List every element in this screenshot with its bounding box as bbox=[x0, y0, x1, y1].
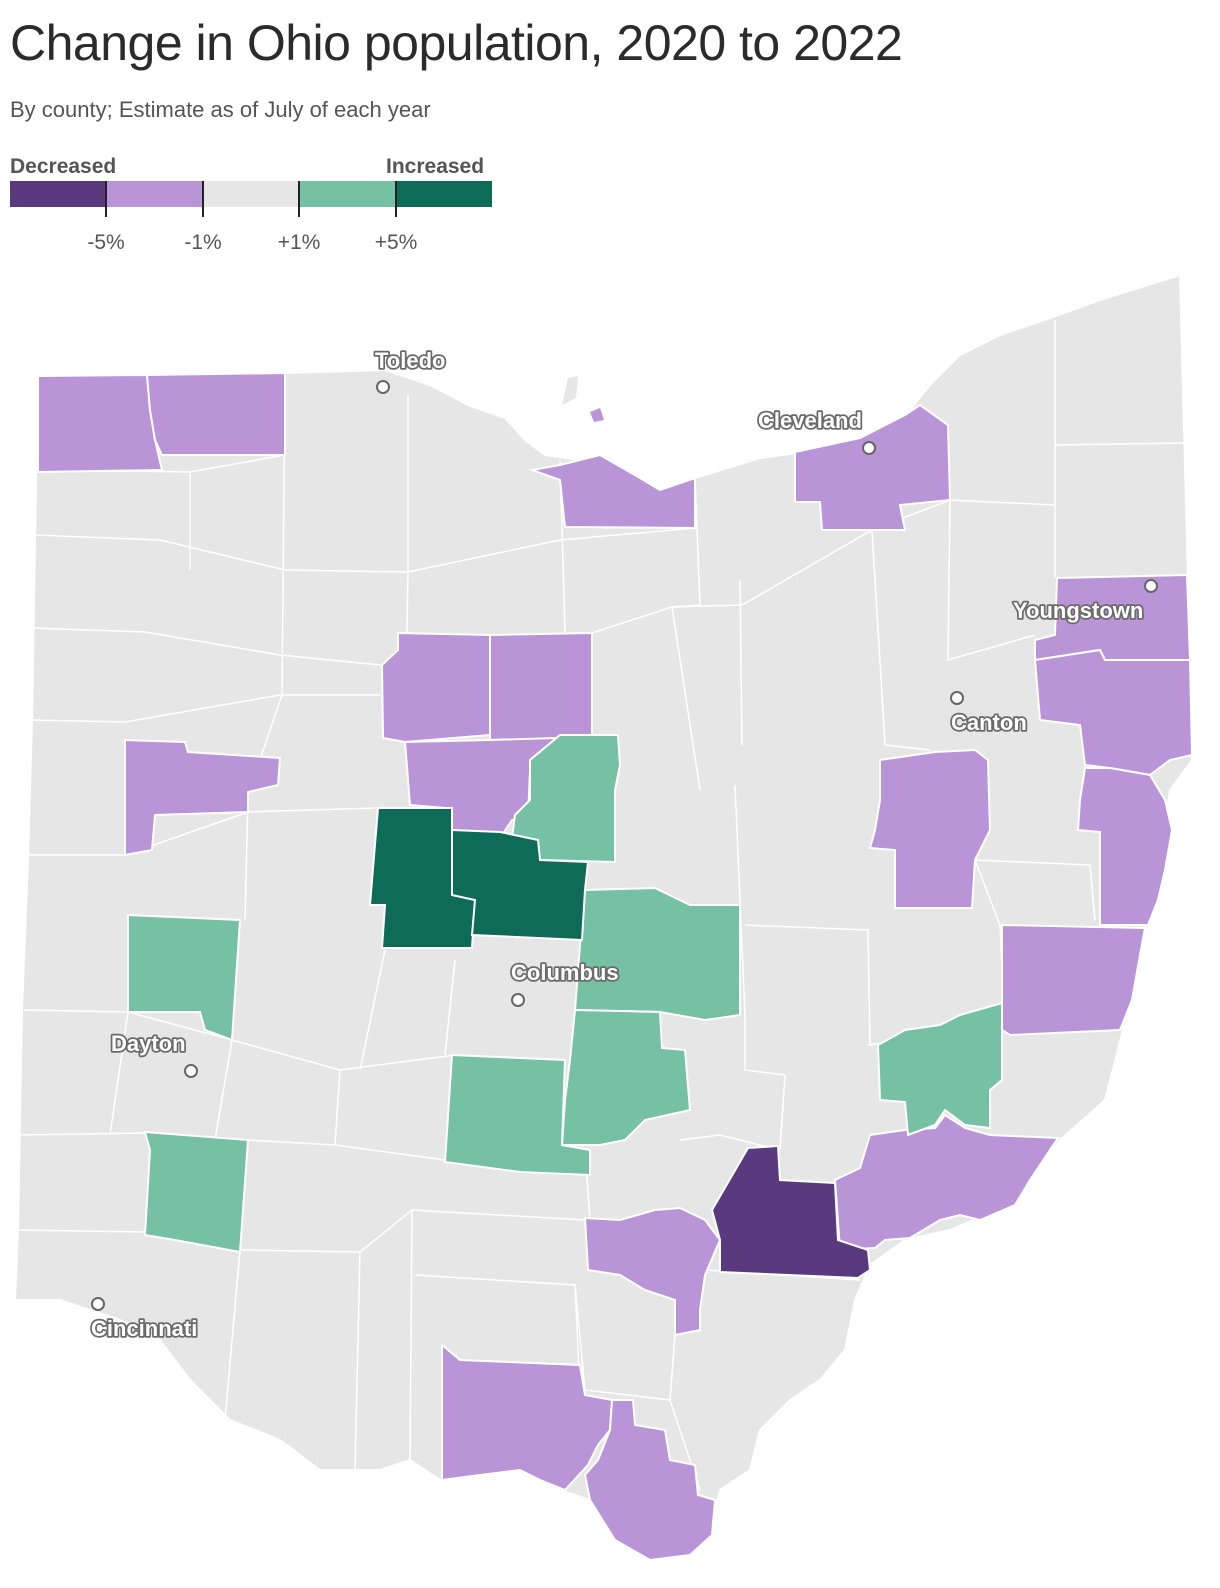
legend-tick bbox=[202, 181, 204, 217]
county-seneca bbox=[489, 631, 593, 742]
legend-tick bbox=[395, 181, 397, 217]
legend-color-scale bbox=[10, 181, 493, 207]
county-belmont bbox=[1001, 923, 1147, 1037]
city-dot-youngstown bbox=[1144, 579, 1158, 593]
county-erie bbox=[528, 453, 696, 530]
county-delaware bbox=[451, 828, 590, 942]
lake-erie-island bbox=[590, 408, 604, 422]
county-lawrence bbox=[583, 1399, 717, 1562]
county-cuyahoga bbox=[794, 403, 952, 531]
city-dot-canton bbox=[950, 691, 964, 705]
legend-bin-strong-decrease bbox=[10, 181, 107, 207]
county-fulton bbox=[145, 371, 286, 456]
legend-tick-label: -1% bbox=[184, 231, 222, 254]
counties-increase bbox=[127, 734, 1003, 1254]
county-mercer bbox=[124, 738, 282, 857]
city-label-dayton: Dayton bbox=[111, 1031, 186, 1056]
county-noble bbox=[876, 1001, 1003, 1137]
city-label-youngstown: Youngstown bbox=[1013, 598, 1143, 623]
city-label-columbus: Columbus bbox=[511, 960, 619, 985]
lake-erie-island bbox=[562, 376, 578, 405]
city-dot-dayton bbox=[184, 1064, 198, 1078]
counties-strong-increase bbox=[368, 807, 590, 949]
legend-increased-label: Increased bbox=[386, 155, 485, 178]
county-fairfield bbox=[560, 1008, 692, 1146]
city-label-toledo: Toledo bbox=[375, 348, 445, 373]
legend-bin-neutral bbox=[202, 181, 300, 207]
city-label-canton: Canton bbox=[951, 710, 1027, 735]
city-label-cincinnati: Cincinnati bbox=[91, 1316, 197, 1341]
county-gallia bbox=[583, 1206, 722, 1337]
chart-subtitle: By county; Estimate as of July of each y… bbox=[10, 97, 431, 122]
legend-tick-label: -5% bbox=[87, 231, 125, 254]
chart-title: Change in Ohio population, 2020 to 2022 bbox=[10, 15, 903, 71]
county-tuscarawas bbox=[868, 748, 992, 909]
city-label-cleveland: Cleveland bbox=[758, 408, 862, 433]
legend-bin-strong-increase bbox=[395, 181, 493, 207]
city-dot-cincinnati bbox=[91, 1297, 105, 1311]
legend-tick-label: +5% bbox=[374, 231, 418, 254]
legend-decreased-label: Decreased bbox=[10, 155, 117, 178]
county-meigs bbox=[710, 1144, 872, 1280]
legend-tick-label: +1% bbox=[277, 231, 321, 254]
city-dot-cleveland bbox=[862, 441, 876, 455]
legend-bin-decrease bbox=[106, 181, 203, 207]
ohio-county-map: Toledo Cleveland Youngstown Canton Colum… bbox=[13, 273, 1194, 1562]
county-licking bbox=[573, 886, 741, 1022]
city-markers: Toledo Cleveland Youngstown Canton Colum… bbox=[89, 346, 1158, 1343]
county-jefferson bbox=[1076, 767, 1174, 926]
city-dot-columbus bbox=[511, 993, 525, 1007]
legend-tick bbox=[298, 181, 300, 217]
county-pickaway bbox=[443, 1053, 591, 1177]
county-miami bbox=[127, 913, 242, 1042]
county-warren bbox=[143, 1130, 250, 1254]
city-dot-toledo bbox=[376, 380, 390, 394]
county-scioto bbox=[441, 1342, 614, 1492]
county-hancock bbox=[380, 631, 491, 744]
legend-bin-increase bbox=[299, 181, 396, 207]
county-williams bbox=[37, 373, 164, 474]
county-columbiana bbox=[1033, 648, 1194, 777]
legend-tick bbox=[105, 181, 107, 217]
